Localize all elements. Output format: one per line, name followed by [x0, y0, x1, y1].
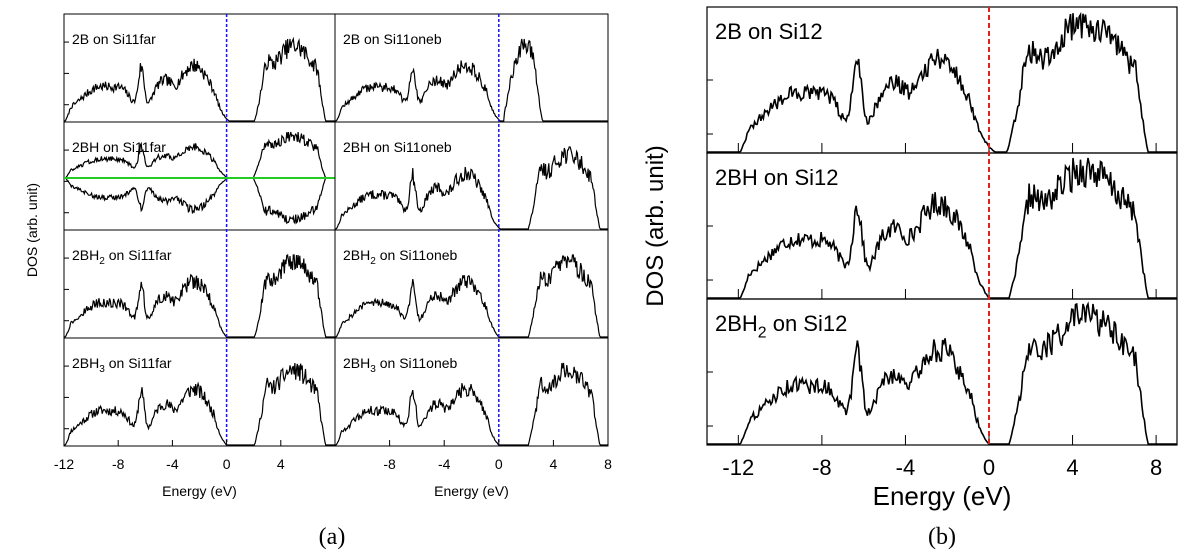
- subplot-label: 2BH on Si12: [715, 165, 839, 190]
- x-axis-label: Energy (eV): [162, 483, 237, 499]
- dos-curve: [64, 362, 335, 446]
- subplot-label: 2BH2 on Si11far: [72, 247, 172, 267]
- panel-a: 2B on Si11far 2BH on Si11far 2BH2 on Si11f…: [24, 13, 612, 550]
- y-axis-label: DOS (arb. unit): [24, 183, 40, 277]
- dos-curve: [707, 157, 1177, 299]
- x-tick-label: 8: [1150, 455, 1162, 480]
- dos-subplot-a-0-1: 2BH on Si11far: [63, 121, 336, 231]
- dos-subplot-a-1-0: 2B on Si11oneb: [334, 13, 609, 123]
- x-tick-label: 4: [550, 456, 558, 472]
- dos-curve: [707, 11, 1177, 153]
- dos-curve: [707, 301, 1177, 445]
- panel-b-caption: (b): [928, 524, 956, 550]
- x-axis-label: Energy (eV): [873, 481, 1012, 511]
- subplot-label: 2B on Si11oneb: [343, 31, 442, 47]
- dos-subplot-b-1: 2BH on Si12: [706, 152, 1178, 300]
- subplot-label: 2BH2 on Si11oneb: [343, 247, 458, 267]
- x-tick-label: -12: [54, 456, 74, 472]
- x-tick-label: -4: [896, 455, 916, 480]
- x-tick-label: -8: [112, 456, 125, 472]
- dos-subplot-a-0-2: 2BH2 on Si11far: [63, 229, 336, 339]
- subplot-label: 2BH on Si11oneb: [343, 139, 452, 155]
- x-tick-label: 0: [495, 456, 503, 472]
- dos-subplot-a-1-3: 2BH3 on Si11oneb: [334, 337, 609, 447]
- dos-subplot-a-0-3: 2BH3 on Si11far: [63, 337, 336, 447]
- dos-curve: [335, 254, 608, 338]
- dos-curve: [335, 38, 608, 122]
- dos-subplot-a-1-2: 2BH2 on Si11oneb: [334, 229, 609, 339]
- panel-b: 2B on Si12 2BH on Si12 2BH2 on Si12 -12 -8 -4…: [642, 6, 1178, 550]
- x-tick-label: -4: [166, 456, 179, 472]
- x-tick-label: 4: [1066, 455, 1078, 480]
- panel-a-caption: (a): [319, 524, 346, 550]
- dos-subplot-a-0-0: 2B on Si11far: [63, 13, 336, 123]
- x-tick-label: -4: [438, 456, 451, 472]
- dos-curve-spin-up: [64, 131, 335, 179]
- subplot-label: 2B on Si11far: [72, 31, 156, 47]
- dos-subplot-a-1-1: 2BH on Si11oneb: [334, 121, 609, 231]
- x-tick-label: -8: [383, 456, 396, 472]
- x-tick-label: -12: [722, 455, 754, 480]
- subplot-label: 2BH3 on Si11oneb: [343, 355, 458, 375]
- subplot-label: 2BH2 on Si12: [715, 311, 847, 342]
- x-tick-label: 0: [223, 456, 231, 472]
- x-tick-label: 4: [277, 456, 285, 472]
- dos-curve: [335, 146, 608, 230]
- subplot-label: 2B on Si12: [715, 19, 823, 44]
- y-axis-label: DOS (arb. unit): [642, 145, 669, 306]
- dos-subplot-b-0: 2B on Si12: [706, 6, 1178, 154]
- dos-subplot-b-2: 2BH2 on Si12: [706, 298, 1178, 446]
- subplot-label: 2BH on Si11far: [72, 139, 166, 155]
- dos-curve-spin-down: [64, 177, 335, 225]
- x-axis-label: Energy (eV): [434, 483, 509, 499]
- dos-curve: [335, 362, 608, 446]
- subplot-frame: [334, 337, 609, 447]
- dos-curve: [64, 254, 335, 338]
- x-tick-label: 8: [604, 456, 612, 472]
- x-tick-label: 0: [983, 455, 995, 480]
- subplot-label: 2BH3 on Si11far: [72, 355, 172, 375]
- dos-curve: [64, 36, 335, 122]
- x-tick-label: -8: [812, 455, 832, 480]
